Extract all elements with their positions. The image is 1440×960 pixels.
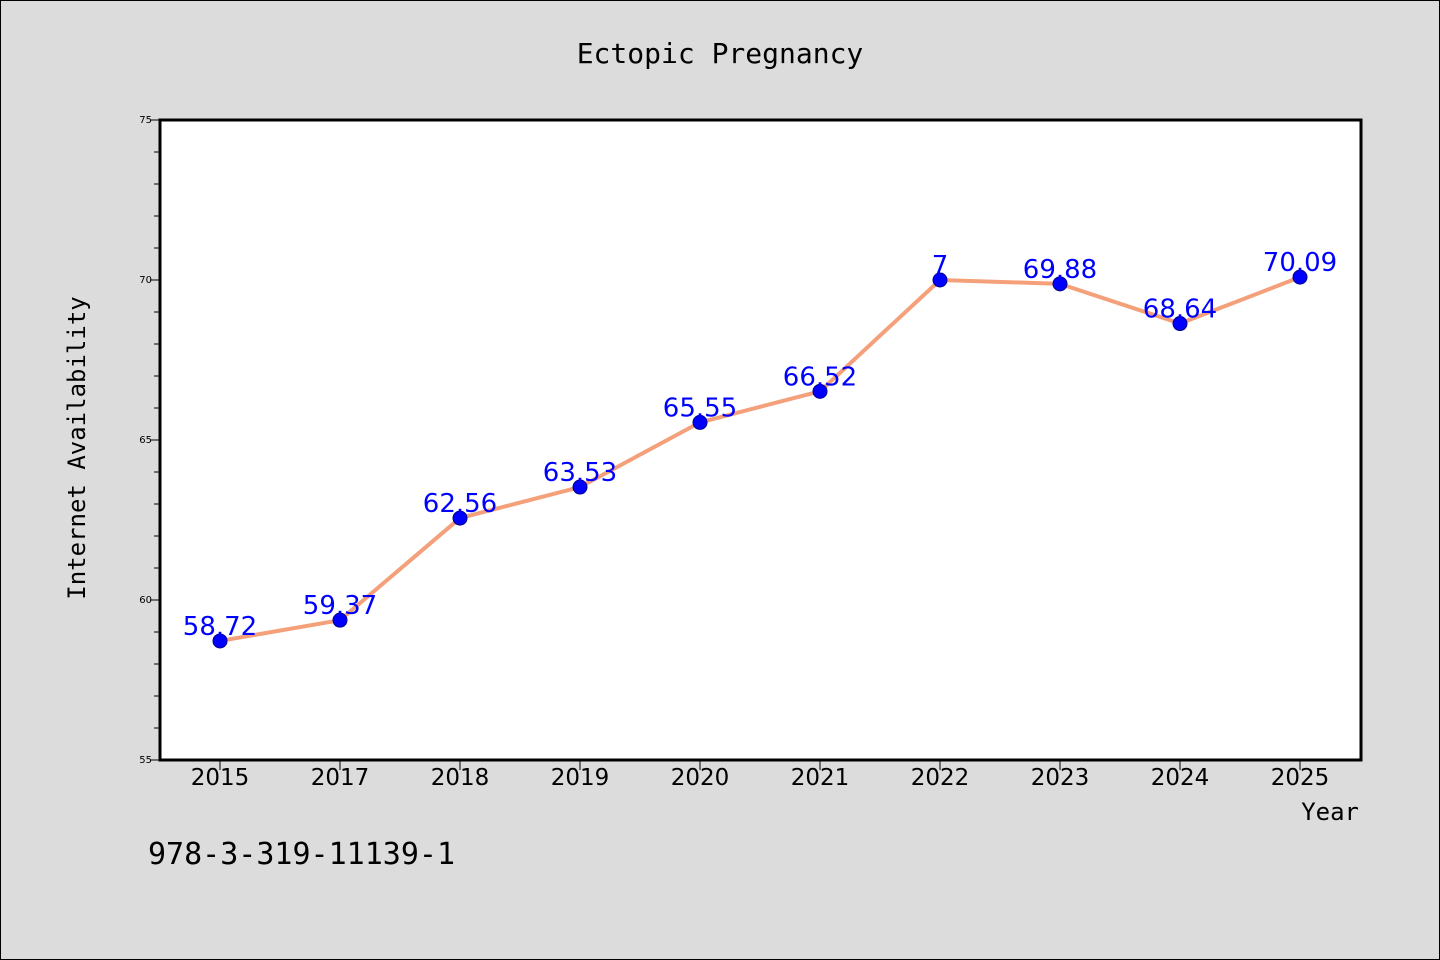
- x-tick-label: 2021: [791, 765, 850, 791]
- x-axis-ticks: 2015 2017 2018 2019 2020 2021 2022 2023 2024 2025: [191, 760, 1330, 791]
- data-point: [572, 479, 588, 495]
- data-point: [1052, 276, 1068, 292]
- data-point: [212, 633, 228, 649]
- data-point: [452, 510, 468, 526]
- data-label: 69.88: [1023, 255, 1097, 285]
- x-tick-label: 2018: [431, 765, 490, 791]
- data-markers: [212, 269, 1308, 649]
- x-tick-label: 2024: [1151, 765, 1210, 791]
- data-label: 58.72: [183, 612, 257, 642]
- data-label: 65.55: [663, 393, 737, 423]
- x-tick-label: 2025: [1271, 765, 1330, 791]
- x-tick-label: 2019: [551, 765, 610, 791]
- y-tick-label: 60: [139, 595, 152, 606]
- data-point: [932, 272, 948, 288]
- plot-area: [160, 120, 1361, 760]
- data-point: [1172, 316, 1188, 332]
- data-label: 59.37: [303, 591, 377, 621]
- x-axis-label: Year: [1301, 798, 1359, 826]
- x-tick-label: 2015: [191, 765, 250, 791]
- data-label: 68.64: [1143, 295, 1217, 325]
- chart-title: Ectopic Pregnancy: [577, 37, 864, 70]
- x-tick-label: 2023: [1031, 765, 1090, 791]
- data-labels: 58.72 59.37 62.56 63.53 65.55 66.52 7 69.88 68.6…: [183, 248, 1337, 642]
- plot-frame: [158, 118, 1363, 762]
- data-point: [812, 383, 828, 399]
- y-tick-label: 70: [139, 275, 152, 286]
- y-tick-label: 55: [139, 755, 152, 766]
- data-label: 62.56: [423, 489, 497, 519]
- y-tick-label: 75: [139, 115, 152, 126]
- series-line: [218, 275, 1302, 643]
- footer-code: 978-3-319-11139-1: [148, 837, 455, 872]
- data-label: 66.52: [783, 362, 857, 392]
- data-label: 70.09: [1263, 248, 1337, 278]
- y-axis-label: Internet Availability: [63, 296, 91, 599]
- data-label: 7: [932, 251, 949, 281]
- x-tick-label: 2017: [311, 765, 370, 791]
- y-tick-label: 65: [139, 435, 152, 446]
- x-tick-label: 2022: [911, 765, 970, 791]
- x-tick-label: 2020: [671, 765, 730, 791]
- data-label: 63.53: [543, 458, 617, 488]
- data-point: [692, 414, 708, 430]
- data-point: [1292, 269, 1308, 285]
- data-point: [332, 612, 348, 628]
